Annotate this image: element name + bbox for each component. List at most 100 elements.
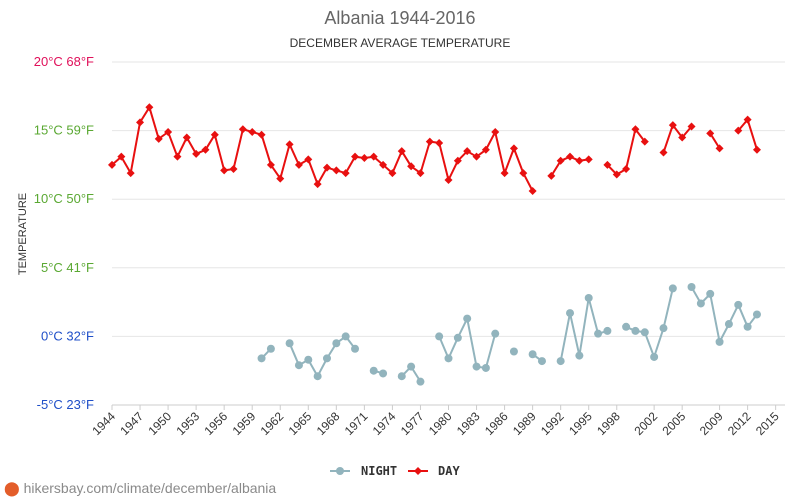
watermark: ⬤ hikersbay.com/climate/december/albania <box>4 480 276 497</box>
x-tick-label: 1998 <box>594 409 623 438</box>
x-tick-label: 1968 <box>314 409 343 438</box>
data-point <box>313 180 322 189</box>
data-point <box>266 344 275 353</box>
series-line <box>559 297 608 362</box>
data-point <box>603 160 612 169</box>
data-point <box>640 328 649 337</box>
data-point <box>294 361 303 370</box>
x-tick-label: 1977 <box>398 409 427 438</box>
data-point <box>752 310 761 319</box>
chart-title: Albania 1944-2016 <box>324 8 475 28</box>
data-point <box>192 149 201 158</box>
x-tick-label: 1950 <box>145 409 174 438</box>
data-point <box>285 339 294 348</box>
data-point <box>397 372 406 381</box>
series-day <box>108 103 761 195</box>
data-point <box>706 289 715 298</box>
data-point <box>500 169 509 178</box>
x-tick-label: 1986 <box>482 409 511 438</box>
data-point <box>351 152 360 161</box>
data-point <box>117 152 126 161</box>
data-point <box>659 148 668 157</box>
x-tick-label: 2015 <box>753 409 782 438</box>
data-point <box>668 284 677 293</box>
data-point <box>220 166 229 175</box>
data-point <box>108 160 116 169</box>
data-point <box>556 156 565 165</box>
series-line <box>690 286 758 343</box>
data-point <box>566 309 575 318</box>
data-point <box>304 155 313 164</box>
data-point <box>407 162 416 171</box>
data-point <box>435 138 444 147</box>
series-line <box>709 132 721 149</box>
x-tick-label: 1962 <box>258 409 287 438</box>
x-tick-label: 1974 <box>370 409 399 438</box>
data-point <box>276 174 285 183</box>
data-point <box>734 300 743 309</box>
data-point <box>631 326 640 335</box>
data-point <box>164 127 173 136</box>
y-tick-label: -5°C 23°F <box>37 397 94 412</box>
chart-subtitle: DECEMBER AVERAGE TEMPERATURE <box>290 36 511 50</box>
data-point <box>285 140 294 149</box>
series-line <box>111 106 534 192</box>
data-point <box>453 156 462 165</box>
data-point <box>640 137 649 146</box>
x-tick-label: 1992 <box>538 409 567 438</box>
x-tick-label: 1965 <box>286 409 315 438</box>
data-point <box>360 154 369 163</box>
x-tick-label: 1983 <box>454 409 483 438</box>
y-axis-label: TEMPERATURE <box>17 193 29 275</box>
legend-marker-day <box>414 467 422 475</box>
data-point <box>463 314 472 323</box>
legend-label-night: NIGHT <box>361 464 397 478</box>
data-point <box>229 165 238 174</box>
x-tick-label: 2012 <box>725 409 754 438</box>
data-point <box>379 369 388 378</box>
data-point <box>388 169 397 178</box>
y-axis-ticks: 20°C 68°F 15°C 59°F 10°C 50°F 5°C 41°F 0°C 3… <box>34 54 94 412</box>
data-point <box>266 160 275 169</box>
data-point <box>416 169 425 178</box>
data-point <box>294 160 303 169</box>
data-point <box>509 347 518 356</box>
data-point <box>715 337 724 346</box>
data-point <box>463 147 472 156</box>
data-point <box>491 329 500 338</box>
legend-label-day: DAY <box>438 464 460 478</box>
location-pin-icon: ⬤ <box>4 480 20 496</box>
data-point <box>257 354 266 363</box>
data-point <box>173 152 182 161</box>
data-point <box>481 145 490 154</box>
data-point <box>322 354 331 363</box>
data-point <box>584 155 593 164</box>
data-point <box>238 125 247 134</box>
data-point <box>304 355 313 364</box>
data-point <box>145 103 154 112</box>
data-point <box>528 186 537 195</box>
data-point <box>210 130 219 139</box>
legend: NIGHT DAY <box>330 464 460 478</box>
y-tick-label: 5°C 41°F <box>41 260 94 275</box>
data-point <box>575 351 584 360</box>
data-point <box>556 357 565 366</box>
data-point <box>407 362 416 371</box>
series-line <box>288 335 356 378</box>
data-point <box>566 152 575 161</box>
x-tick-label: 2002 <box>631 409 660 438</box>
data-point <box>678 133 687 142</box>
data-point <box>248 127 257 136</box>
y-tick-label: 20°C 68°F <box>34 54 94 69</box>
data-point <box>397 147 406 156</box>
data-point <box>734 126 743 135</box>
data-point <box>622 322 631 331</box>
series-line <box>625 288 674 358</box>
data-point <box>435 332 444 341</box>
data-point <box>537 357 546 366</box>
data-point <box>584 293 593 302</box>
data-point <box>603 326 612 335</box>
data-point <box>696 299 705 308</box>
data-point <box>724 320 733 329</box>
